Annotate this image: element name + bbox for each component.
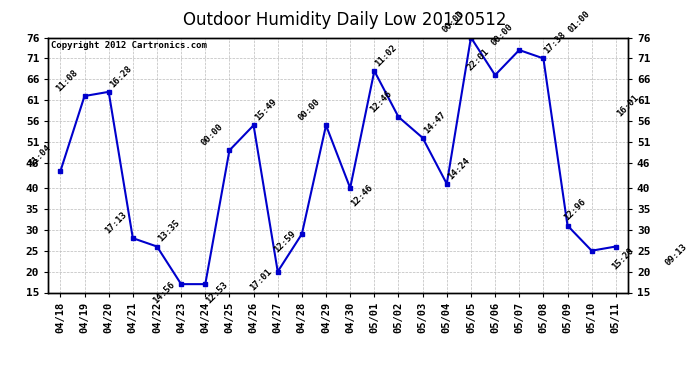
Text: 14:47: 14:47 [422,110,447,135]
Text: 15:49: 15:49 [253,97,278,123]
Text: 01:00: 01:00 [566,9,592,35]
Text: 15:20: 15:20 [610,246,635,272]
Text: 00:00: 00:00 [441,9,466,35]
Text: 17:13: 17:13 [103,210,128,236]
Text: 16:28: 16:28 [108,64,133,89]
Text: 17:38: 17:38 [542,30,568,56]
Text: 17:01: 17:01 [248,267,273,292]
Text: 12:53: 12:53 [204,280,230,305]
Text: 12:96: 12:96 [562,198,587,223]
Text: 09:13: 09:13 [663,242,689,267]
Text: 11:02: 11:02 [373,43,399,68]
Text: Outdoor Humidity Daily Low 20120512: Outdoor Humidity Daily Low 20120512 [184,11,506,29]
Text: 16:01: 16:01 [615,93,640,118]
Text: 11:04: 11:04 [28,143,53,168]
Text: 12:46: 12:46 [368,89,394,114]
Text: 12:59: 12:59 [272,230,297,255]
Text: Copyright 2012 Cartronics.com: Copyright 2012 Cartronics.com [51,41,207,50]
Text: 00:00: 00:00 [489,22,515,47]
Text: 00:00: 00:00 [199,122,225,148]
Text: 00:00: 00:00 [296,97,322,123]
Text: 11:08: 11:08 [55,68,80,93]
Text: 12:46: 12:46 [349,183,375,209]
Text: 13:35: 13:35 [156,218,181,244]
Text: 22:01: 22:01 [465,47,491,72]
Text: 14:56: 14:56 [151,280,177,305]
Text: 14:24: 14:24 [446,156,471,181]
